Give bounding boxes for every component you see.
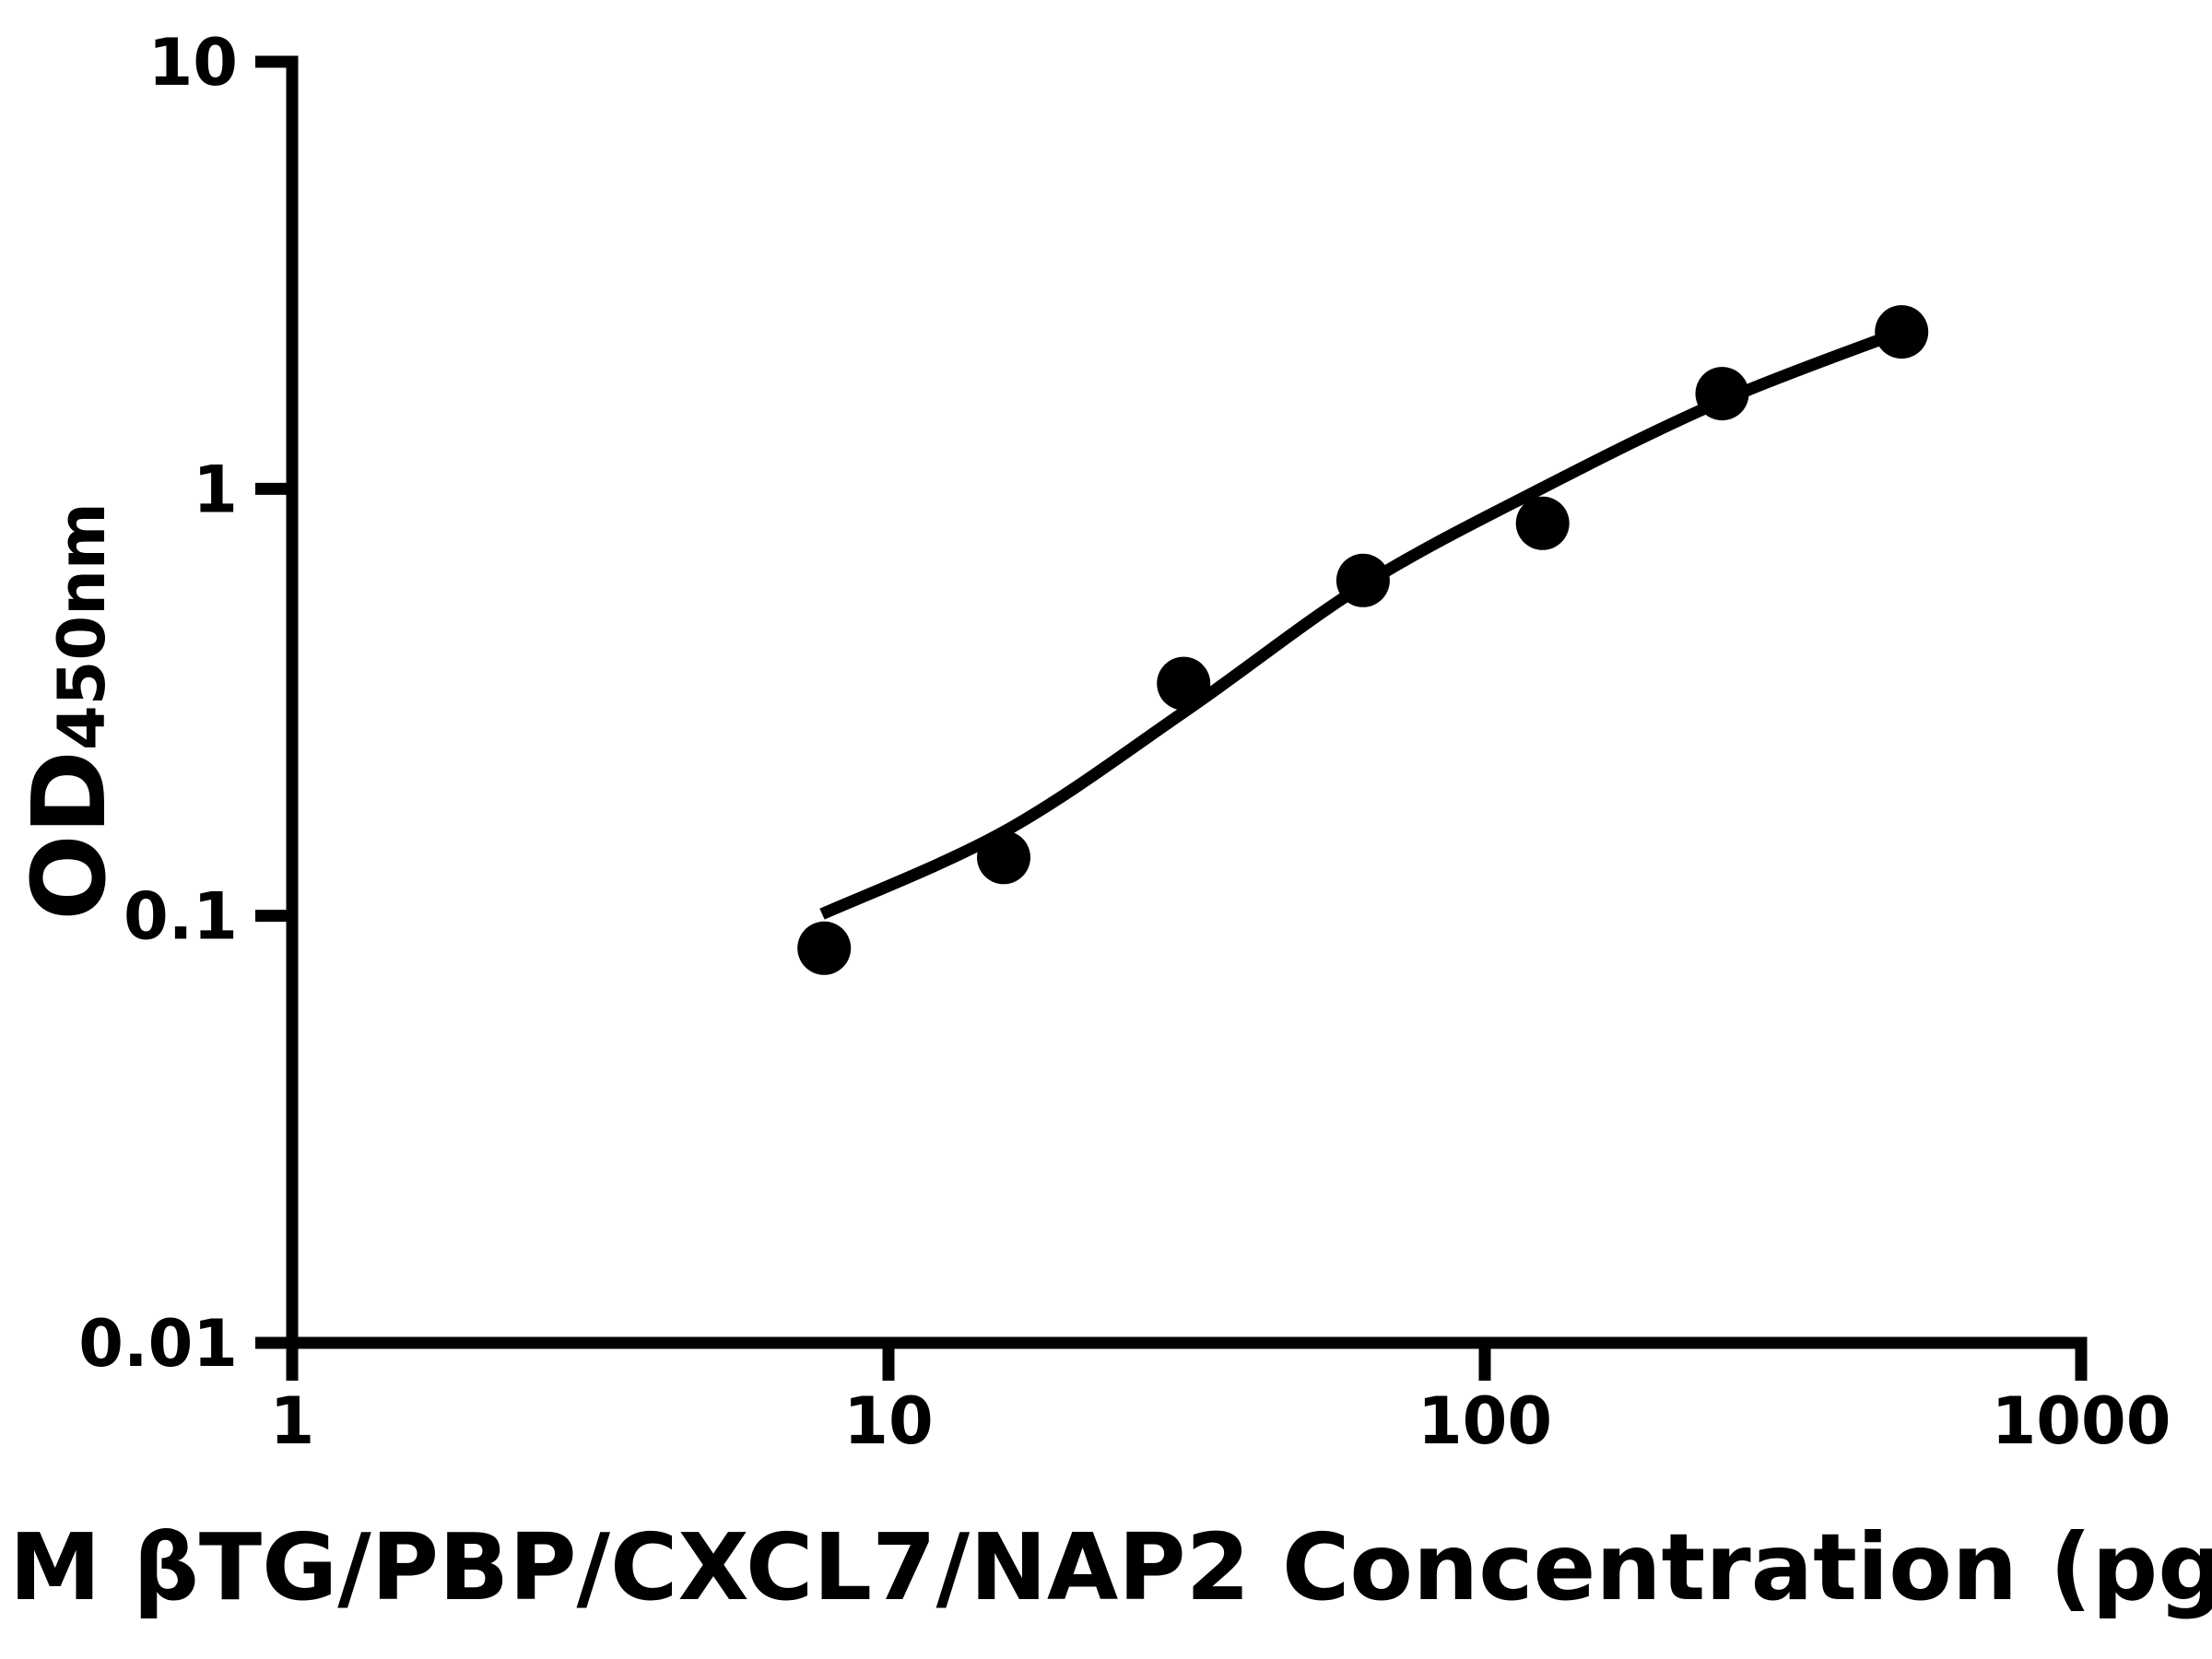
data-point xyxy=(1157,656,1211,711)
x-tick-label: 10 xyxy=(843,1383,933,1459)
fit-curve xyxy=(819,326,1902,920)
y-axis-title: OD450nm xyxy=(10,502,128,921)
y-axis-title-main: OD xyxy=(10,750,128,921)
data-point xyxy=(1515,496,1570,550)
y-tick-label: 0.01 xyxy=(78,1306,238,1382)
y-axis-title-subscript: 450nm xyxy=(44,502,120,751)
x-tick-label: 1000 xyxy=(1992,1383,2171,1459)
y-tick-label: 1 xyxy=(193,452,238,527)
x-axis-title: M βTG/PBP/CXCL7/NAP2 Concentration (pg/ xyxy=(9,1513,2212,1621)
data-point xyxy=(1875,305,1929,359)
data-point xyxy=(1695,367,1749,421)
data-point xyxy=(977,830,1030,885)
data-point xyxy=(797,921,852,975)
y-tick-label: 10 xyxy=(148,25,238,100)
x-tick-label: 100 xyxy=(1418,1383,1552,1459)
data-point xyxy=(1335,553,1390,607)
x-tick-label: 1 xyxy=(270,1383,315,1459)
y-tick-label: 0.1 xyxy=(124,879,238,955)
